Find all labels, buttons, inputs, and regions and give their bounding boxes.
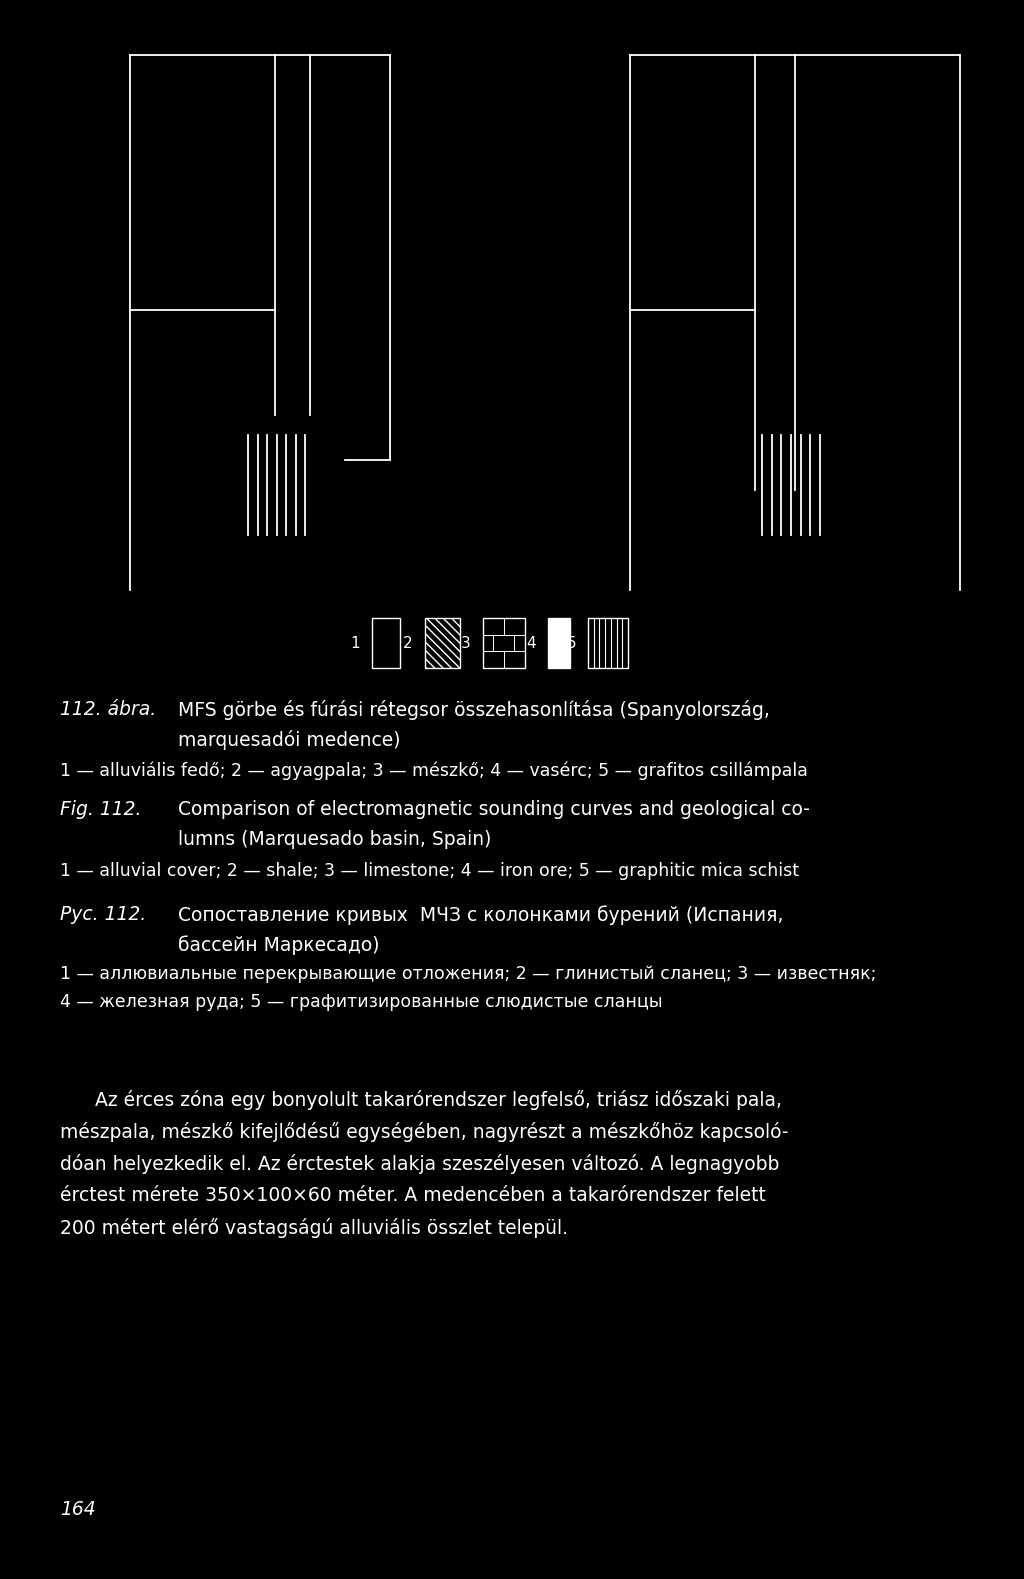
Text: Comparison of electromagnetic sounding curves and geological co-: Comparison of electromagnetic sounding c… xyxy=(178,801,810,820)
Bar xyxy=(425,617,460,668)
Text: 1: 1 xyxy=(350,635,360,651)
Text: 5: 5 xyxy=(566,635,575,651)
Text: dóan helyezkedik el. Az érctestek alakja szeszélyesen változó. A legnagyobb: dóan helyezkedik el. Az érctestek alakja… xyxy=(60,1154,779,1175)
Text: 4: 4 xyxy=(526,635,536,651)
Text: 2: 2 xyxy=(403,635,413,651)
Bar xyxy=(483,617,525,668)
Text: 1 — alluviális fedő; 2 — agyagpala; 3 — mészkő; 4 — vasérc; 5 — grafitos csillám: 1 — alluviális fedő; 2 — agyagpala; 3 — … xyxy=(60,763,808,780)
Text: 3: 3 xyxy=(461,635,471,651)
Text: marquesadói medence): marquesadói medence) xyxy=(178,729,400,750)
Bar xyxy=(372,617,400,668)
Text: 4 — железная руда; 5 — графитизированные слюдистые сланцы: 4 — железная руда; 5 — графитизированные… xyxy=(60,993,663,1011)
Text: MFS görbe és fúrási rétegsor összehasonlítása (Spanyolország,: MFS görbe és fúrási rétegsor összehasonl… xyxy=(178,699,770,720)
Text: 200 métert elérő vastagságú alluviális összlet települ.: 200 métert elérő vastagságú alluviális ö… xyxy=(60,1217,568,1238)
Text: Рус. 112.: Рус. 112. xyxy=(60,905,146,924)
Text: Az érces zóna egy bonyolult takarórendszer legfelső, triász időszaki pala,: Az érces zóna egy bonyolult takarórendsz… xyxy=(95,1090,782,1110)
Bar xyxy=(588,617,628,668)
Text: бассейн Маркесадо): бассейн Маркесадо) xyxy=(178,935,380,955)
Text: 1 — аллювиальные перекрывающие отложения; 2 — глинистый сланец; 3 — известняк;: 1 — аллювиальные перекрывающие отложения… xyxy=(60,965,877,984)
Text: mészpala, mészkő kifejlődésű egységében, nagyrészt a mészkőhöz kapcsoló-: mészpala, mészkő kifejlődésű egységében,… xyxy=(60,1123,788,1142)
Text: 164: 164 xyxy=(60,1500,95,1519)
Text: érctest mérete 350×100×60 méter. A medencében a takarórendszer felett: érctest mérete 350×100×60 méter. A meden… xyxy=(60,1186,766,1205)
Text: Сопоставление кривых  МЧЗ с колонками бурений (Испания,: Сопоставление кривых МЧЗ с колонками бур… xyxy=(178,905,783,925)
Bar xyxy=(548,617,570,668)
Text: 112. ábra.: 112. ábra. xyxy=(60,699,157,718)
Text: Fig. 112.: Fig. 112. xyxy=(60,801,141,820)
Text: 1 — alluvial cover; 2 — shale; 3 — limestone; 4 — iron ore; 5 — graphitic mica s: 1 — alluvial cover; 2 — shale; 3 — limes… xyxy=(60,862,799,880)
Text: lumns (Marquesado basin, Spain): lumns (Marquesado basin, Spain) xyxy=(178,831,492,850)
